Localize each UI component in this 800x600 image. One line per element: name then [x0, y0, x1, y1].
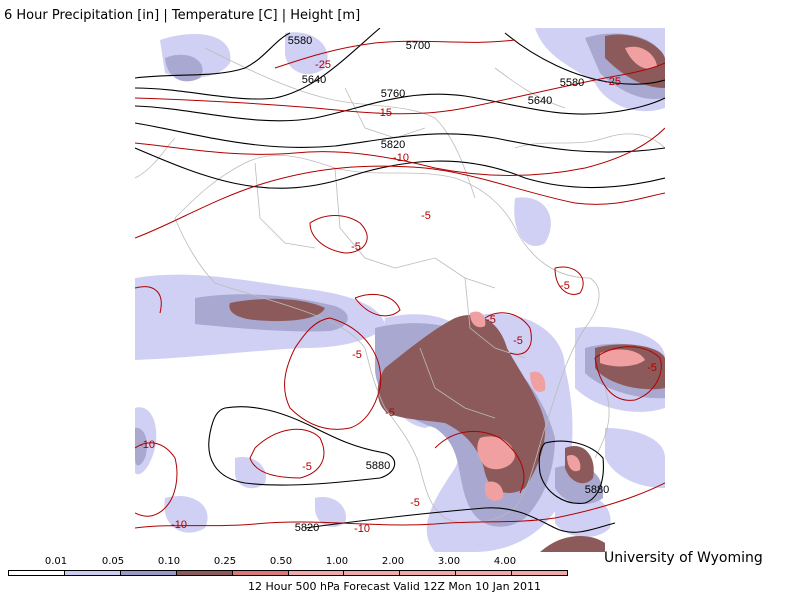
legend-swatch [344, 571, 401, 575]
temperature-contours [135, 39, 665, 529]
legend-label: 0.05 [101, 556, 125, 567]
legend-swatch [64, 571, 121, 575]
legend-label: 2.00 [381, 556, 405, 567]
temperature-label: -5 [486, 314, 496, 326]
temperature-label: -10 [354, 523, 370, 535]
temperature-label: -15 [376, 107, 392, 119]
legend-label: 4.00 [493, 556, 517, 567]
legend-swatch [456, 571, 513, 575]
temperature-label: -5 [352, 349, 362, 361]
legend-label: 0.01 [44, 556, 68, 567]
height-label: 5580 [560, 77, 584, 89]
temperature-labels: -25 -15 -10 -25 -5 -5 -5 -5 -5 -5 -5 -5 … [139, 59, 657, 535]
precip-very-heavy-layer [470, 46, 657, 501]
height-label: 5820 [381, 139, 405, 151]
legend-label: 3.00 [437, 556, 461, 567]
forecast-map: 5580 5640 5700 5760 5820 5580 5640 5880 … [135, 28, 665, 552]
height-label: 5640 [528, 95, 552, 107]
legend-swatch [232, 571, 289, 575]
height-label: 5880 [366, 460, 390, 472]
temperature-label: -5 [513, 335, 523, 347]
temperature-label: -5 [385, 407, 395, 419]
temperature-label: -25 [605, 76, 621, 88]
height-label: 5700 [406, 40, 430, 52]
legend-swatch [176, 571, 233, 575]
legend-swatch [512, 571, 568, 575]
credit-text: University of Wyoming [604, 550, 763, 566]
legend-label: 0.10 [157, 556, 181, 567]
temperature-label: -10 [139, 439, 155, 451]
legend-swatch [120, 571, 177, 575]
temperature-label: -10 [171, 519, 187, 531]
legend-label: 0.25 [213, 556, 237, 567]
legend-swatch [288, 571, 345, 575]
temperature-label: -25 [315, 59, 331, 71]
height-labels: 5580 5640 5700 5760 5820 5580 5640 5880 … [288, 35, 609, 534]
legend-labels: 0.01 0.05 0.10 0.25 0.50 1.00 2.00 3.00 … [8, 556, 568, 568]
map-title: 6 Hour Precipitation [in] | Temperature … [4, 8, 361, 23]
forecast-valid-caption: 12 Hour 500 hPa Forecast Valid 12Z Mon 1… [248, 580, 542, 593]
temperature-label: -5 [351, 241, 361, 253]
temperature-label: -5 [647, 362, 657, 374]
legend-color-bar [8, 570, 568, 576]
height-label: 5880 [585, 484, 609, 496]
temperature-label: -5 [410, 497, 420, 509]
temperature-label: -5 [421, 210, 431, 222]
legend-swatch [400, 571, 457, 575]
height-label: 5580 [288, 35, 312, 47]
temperature-label: -5 [302, 461, 312, 473]
legend-label: 0.50 [269, 556, 293, 567]
legend-swatch [9, 571, 65, 575]
map-panel: 5580 5640 5700 5760 5820 5580 5640 5880 … [135, 28, 665, 552]
temperature-label: -5 [560, 280, 570, 292]
temperature-label: -10 [393, 152, 409, 164]
legend-label: 1.00 [325, 556, 349, 567]
height-label: 5760 [381, 88, 405, 100]
height-contours [135, 28, 665, 533]
height-label: 5820 [295, 522, 319, 534]
height-label: 5640 [302, 74, 326, 86]
